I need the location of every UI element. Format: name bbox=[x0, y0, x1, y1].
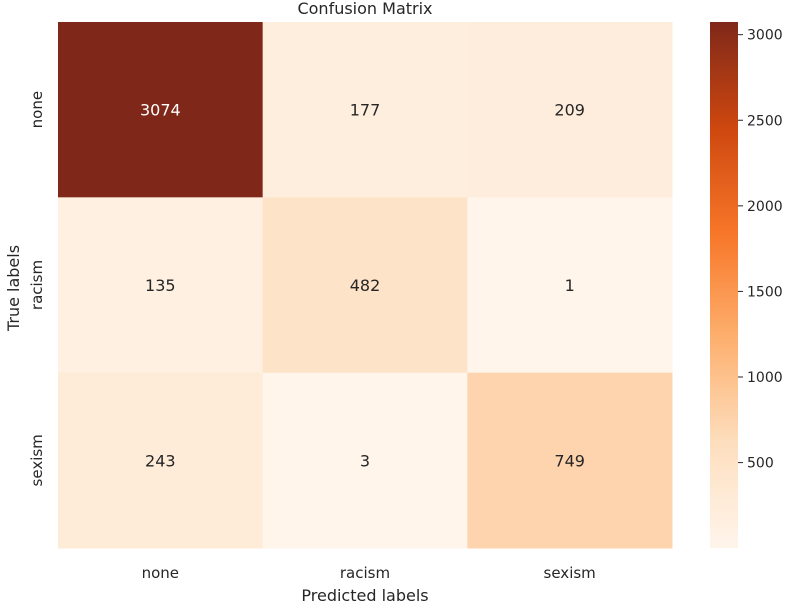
heatmap-cell-racism-none bbox=[58, 197, 264, 374]
heatmap-cell-labels: 3074 177 209 135 482 1 243 3 749 bbox=[140, 101, 585, 471]
heatmap-cell-racism-racism bbox=[262, 197, 468, 374]
x-tick-labels: none racism sexism bbox=[142, 564, 596, 582]
colorbar-tick-label: 500 bbox=[747, 456, 774, 472]
cell-value-label: 1 bbox=[565, 276, 575, 295]
y-tick-labels: none racism sexism bbox=[28, 91, 46, 487]
heatmap-cell-sexism-none bbox=[58, 372, 264, 549]
heatmap-cell-sexism-sexism bbox=[467, 372, 673, 549]
colorbar-ticks: 500 1000 1500 2000 2500 3000 bbox=[738, 28, 783, 472]
cell-value-label: 3074 bbox=[140, 101, 181, 120]
heatmap-cell-none-none bbox=[58, 22, 264, 198]
cell-value-label: 177 bbox=[350, 101, 381, 120]
y-axis-label: True labels bbox=[4, 245, 23, 332]
cell-value-label: 135 bbox=[145, 276, 176, 295]
x-axis-label: Predicted labels bbox=[301, 586, 428, 605]
x-tick-label: sexism bbox=[544, 564, 596, 582]
cell-value-label: 3 bbox=[360, 451, 370, 470]
heatmap-cell-none-sexism bbox=[467, 22, 673, 198]
chart-title: Confusion Matrix bbox=[297, 0, 432, 18]
heatmap-cell-racism-sexism bbox=[467, 197, 673, 374]
x-tick-label: racism bbox=[340, 564, 390, 582]
colorbar-tick-label: 2500 bbox=[747, 113, 783, 129]
y-tick-label: sexism bbox=[28, 434, 46, 486]
y-tick-label: none bbox=[28, 91, 46, 128]
colorbar-tick-label: 1500 bbox=[747, 284, 783, 300]
cell-value-label: 243 bbox=[145, 451, 176, 470]
cell-value-label: 209 bbox=[554, 101, 585, 120]
x-tick-label: none bbox=[142, 564, 179, 582]
cell-value-label: 482 bbox=[350, 276, 381, 295]
y-tick-label: racism bbox=[28, 260, 46, 310]
heatmap-cell-none-racism bbox=[262, 22, 468, 198]
cell-value-label: 749 bbox=[554, 451, 585, 470]
colorbar-tick-label: 3000 bbox=[747, 28, 783, 44]
colorbar bbox=[710, 22, 738, 548]
colorbar-tick-label: 1000 bbox=[747, 370, 783, 386]
heatmap-cell-sexism-racism bbox=[262, 372, 468, 549]
colorbar-tick-label: 2000 bbox=[747, 199, 783, 215]
heatmap-cells bbox=[58, 22, 673, 549]
